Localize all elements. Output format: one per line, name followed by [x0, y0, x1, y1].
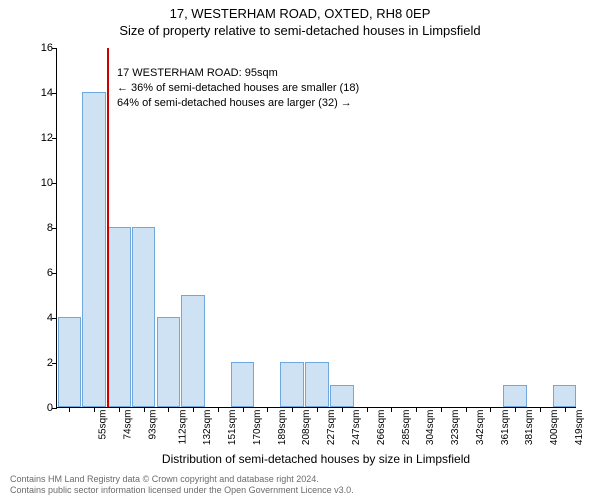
x-tick-label: 400sqm — [549, 410, 560, 446]
annot-line-1: 17 WESTERHAM ROAD: 95sqm — [117, 66, 359, 81]
x-tick-label: 151sqm — [227, 410, 238, 446]
x-tick-label: 208sqm — [302, 410, 313, 446]
x-tick-label: 323sqm — [450, 410, 461, 446]
histogram-bar — [132, 227, 156, 407]
footer-line-1: Contains HM Land Registry data © Crown c… — [10, 474, 354, 485]
x-tick-label: 74sqm — [123, 410, 134, 440]
x-tick-label: 361sqm — [500, 410, 511, 446]
y-tick-mark — [52, 138, 57, 139]
x-tick-mark — [342, 407, 343, 412]
y-tick-label: 16 — [29, 42, 53, 54]
x-tick-mark — [441, 407, 442, 412]
x-tick-mark — [243, 407, 244, 412]
histogram-bar — [330, 385, 354, 408]
y-tick-mark — [52, 228, 57, 229]
x-tick-label: 342sqm — [475, 410, 486, 446]
y-tick-label: 12 — [29, 132, 53, 144]
y-tick-label: 0 — [29, 402, 53, 414]
x-tick-mark — [168, 407, 169, 412]
annot-line-2: ← 36% of semi-detached houses are smalle… — [117, 81, 359, 96]
histogram-bar — [503, 385, 527, 408]
x-tick-mark — [193, 407, 194, 412]
title-block: 17, WESTERHAM ROAD, OXTED, RH8 0EP Size … — [0, 0, 600, 38]
x-tick-mark — [565, 407, 566, 412]
x-tick-label: 304sqm — [425, 410, 436, 446]
x-tick-mark — [490, 407, 491, 412]
y-tick-mark — [52, 363, 57, 364]
annotation-box: 17 WESTERHAM ROAD: 95sqm ← 36% of semi-d… — [117, 66, 359, 111]
x-tick-label: 132sqm — [203, 410, 214, 446]
histogram-bar — [58, 317, 82, 407]
x-tick-label: 419sqm — [574, 410, 585, 446]
address-title: 17, WESTERHAM ROAD, OXTED, RH8 0EP — [0, 6, 600, 21]
x-tick-mark — [466, 407, 467, 412]
x-tick-mark — [267, 407, 268, 412]
x-tick-mark — [144, 407, 145, 412]
x-tick-mark — [94, 407, 95, 412]
x-tick-mark — [391, 407, 392, 412]
chart-container: 17, WESTERHAM ROAD, OXTED, RH8 0EP Size … — [0, 0, 600, 500]
annot-line-3: 64% of semi-detached houses are larger (… — [117, 96, 359, 111]
y-tick-mark — [52, 273, 57, 274]
x-tick-mark — [540, 407, 541, 412]
x-tick-mark — [367, 407, 368, 412]
y-tick-mark — [52, 48, 57, 49]
histogram-bar — [107, 227, 131, 407]
x-tick-label: 55sqm — [98, 410, 109, 440]
x-tick-mark — [292, 407, 293, 412]
histogram-bar — [553, 385, 577, 408]
histogram-bar — [181, 295, 205, 408]
histogram-bar — [82, 92, 106, 407]
x-tick-mark — [69, 407, 70, 412]
x-tick-label: 285sqm — [401, 410, 412, 446]
x-tick-label: 247sqm — [351, 410, 362, 446]
footer-line-2: Contains public sector information licen… — [10, 485, 354, 496]
x-tick-mark — [218, 407, 219, 412]
y-axis-label: Number of semi-detached properties — [0, 0, 13, 48]
y-tick-label: 6 — [29, 267, 53, 279]
x-tick-label: 170sqm — [252, 410, 263, 446]
x-tick-label: 93sqm — [147, 410, 158, 440]
reference-line — [107, 48, 109, 407]
x-tick-mark — [515, 407, 516, 412]
x-tick-mark — [416, 407, 417, 412]
x-axis-label: Distribution of semi-detached houses by … — [56, 452, 576, 466]
y-tick-mark — [52, 93, 57, 94]
x-tick-label: 266sqm — [376, 410, 387, 446]
y-tick-mark — [52, 183, 57, 184]
y-tick-label: 4 — [29, 312, 53, 324]
y-tick-mark — [52, 318, 57, 319]
x-tick-label: 381sqm — [524, 410, 535, 446]
y-tick-label: 14 — [29, 87, 53, 99]
subtitle: Size of property relative to semi-detach… — [0, 23, 600, 38]
x-tick-mark — [119, 407, 120, 412]
x-tick-label: 112sqm — [177, 410, 188, 445]
histogram-bar — [157, 317, 181, 407]
x-tick-label: 227sqm — [326, 410, 337, 446]
histogram-bar — [305, 362, 329, 407]
chart-area: 17 WESTERHAM ROAD: 95sqm ← 36% of semi-d… — [56, 48, 576, 438]
plot-area: 17 WESTERHAM ROAD: 95sqm ← 36% of semi-d… — [56, 48, 576, 408]
histogram-bar — [280, 362, 304, 407]
y-tick-label: 10 — [29, 177, 53, 189]
y-tick-mark — [52, 408, 57, 409]
y-tick-label: 8 — [29, 222, 53, 234]
x-tick-mark — [317, 407, 318, 412]
footer-attribution: Contains HM Land Registry data © Crown c… — [10, 474, 354, 496]
y-tick-label: 2 — [29, 357, 53, 369]
x-tick-label: 189sqm — [277, 410, 288, 446]
histogram-bar — [231, 362, 255, 407]
